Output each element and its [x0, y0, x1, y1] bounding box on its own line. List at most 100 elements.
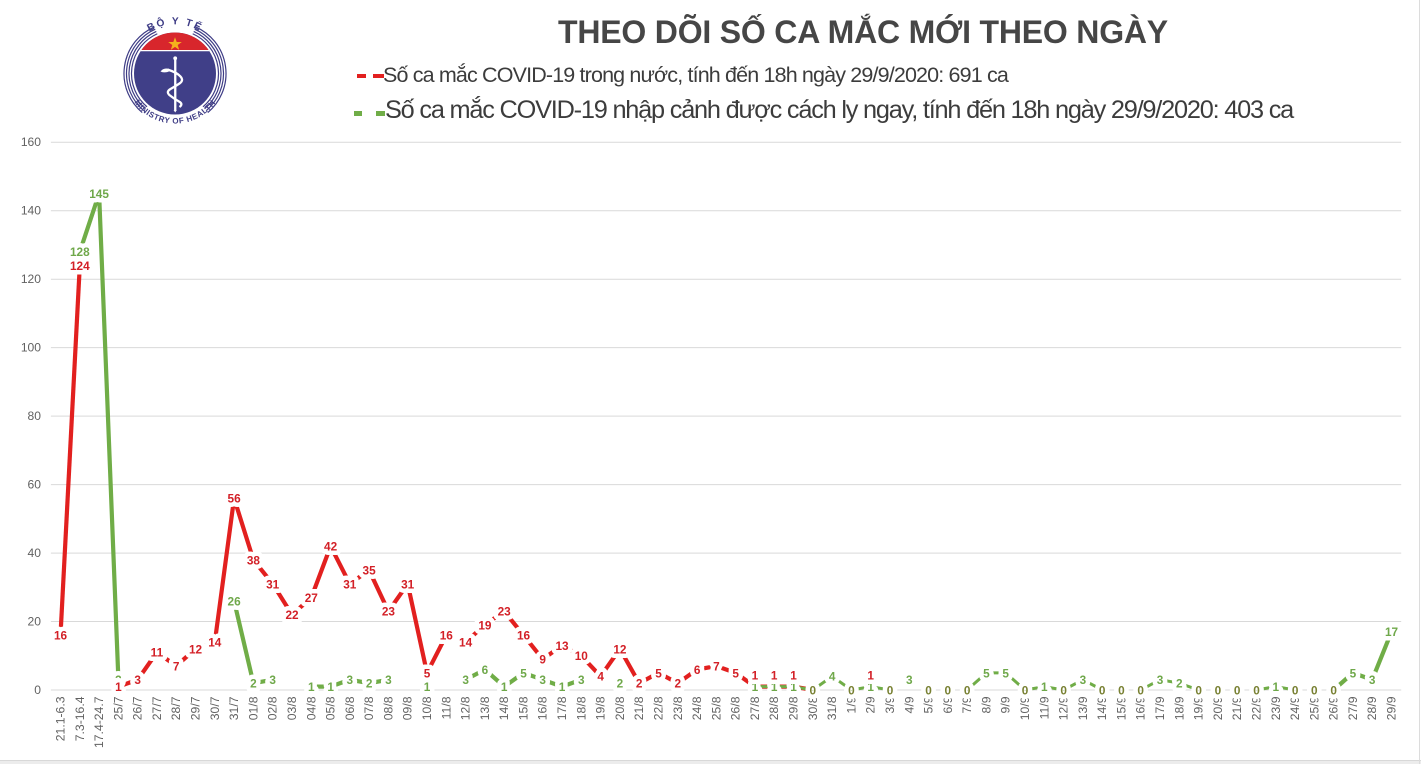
svg-text:9/9: 9/9	[999, 696, 1013, 713]
svg-text:1: 1	[752, 669, 759, 683]
svg-text:0: 0	[925, 683, 932, 697]
svg-text:3: 3	[134, 673, 141, 687]
svg-text:0: 0	[1330, 683, 1337, 697]
svg-text:12/8: 12/8	[459, 696, 473, 720]
svg-text:24/9: 24/9	[1288, 696, 1302, 720]
svg-text:0: 0	[848, 683, 855, 697]
svg-text:27/7: 27/7	[150, 696, 164, 720]
svg-text:03/8: 03/8	[285, 696, 299, 720]
svg-text:1: 1	[1273, 680, 1280, 694]
svg-text:17/9: 17/9	[1153, 696, 1167, 720]
svg-text:16/8: 16/8	[536, 696, 550, 720]
svg-text:2: 2	[1176, 677, 1183, 691]
svg-text:17: 17	[1385, 625, 1399, 639]
svg-text:06/8: 06/8	[343, 696, 357, 720]
svg-text:6/9: 6/9	[941, 696, 955, 713]
svg-text:31/7: 31/7	[227, 696, 241, 720]
svg-text:29/7: 29/7	[189, 696, 203, 720]
svg-text:21/8: 21/8	[632, 696, 646, 720]
svg-text:14: 14	[208, 636, 222, 650]
svg-text:3: 3	[462, 673, 469, 687]
svg-text:26: 26	[228, 594, 242, 608]
svg-text:24/8: 24/8	[690, 696, 704, 720]
svg-text:7: 7	[173, 659, 180, 673]
svg-text:0: 0	[1215, 683, 1222, 697]
svg-text:13: 13	[555, 639, 569, 653]
svg-text:6: 6	[694, 663, 701, 677]
svg-text:0: 0	[810, 683, 817, 697]
svg-text:23/9: 23/9	[1269, 696, 1283, 720]
svg-text:22/9: 22/9	[1250, 696, 1264, 720]
svg-text:30/7: 30/7	[208, 696, 222, 720]
svg-text:1/9: 1/9	[844, 696, 858, 713]
svg-text:2: 2	[636, 677, 643, 691]
svg-text:20/9: 20/9	[1211, 696, 1225, 720]
svg-text:4: 4	[829, 670, 836, 684]
svg-text:6: 6	[482, 663, 489, 677]
svg-text:0: 0	[1253, 683, 1260, 697]
svg-text:0: 0	[1060, 683, 1067, 697]
svg-text:16: 16	[440, 629, 454, 643]
svg-text:3: 3	[1080, 673, 1087, 687]
svg-text:5: 5	[983, 666, 990, 680]
svg-text:38: 38	[247, 553, 261, 567]
svg-text:7: 7	[713, 659, 720, 673]
svg-text:5: 5	[424, 666, 431, 680]
svg-text:1: 1	[308, 680, 315, 694]
svg-text:10: 10	[575, 649, 589, 663]
svg-text:3/9: 3/9	[883, 696, 897, 713]
svg-text:0: 0	[1234, 683, 1241, 697]
svg-text:40: 40	[28, 546, 42, 560]
svg-text:3: 3	[539, 673, 546, 687]
svg-text:27: 27	[305, 591, 319, 605]
svg-text:01/8: 01/8	[246, 696, 260, 720]
svg-text:28/8: 28/8	[767, 696, 781, 720]
svg-text:22: 22	[285, 608, 299, 622]
svg-text:2: 2	[617, 677, 624, 691]
svg-text:1: 1	[867, 669, 874, 683]
svg-text:20: 20	[28, 615, 42, 629]
svg-text:100: 100	[21, 341, 41, 355]
svg-text:12/9: 12/9	[1057, 696, 1071, 720]
svg-text:0: 0	[1311, 683, 1318, 697]
svg-text:31: 31	[266, 577, 280, 591]
svg-text:5/9: 5/9	[922, 696, 936, 713]
svg-text:04/8: 04/8	[304, 696, 318, 720]
svg-text:12: 12	[189, 642, 203, 656]
svg-text:26/8: 26/8	[729, 696, 743, 720]
svg-text:11/8: 11/8	[439, 696, 453, 719]
svg-text:2: 2	[250, 677, 257, 691]
svg-text:5: 5	[520, 666, 527, 680]
svg-text:17/8: 17/8	[555, 696, 569, 720]
svg-text:20/8: 20/8	[613, 696, 627, 720]
svg-text:23: 23	[498, 605, 512, 619]
svg-text:1: 1	[327, 680, 334, 694]
svg-text:3: 3	[906, 673, 913, 687]
svg-text:1: 1	[559, 680, 566, 694]
svg-text:25/9: 25/9	[1307, 696, 1321, 720]
svg-text:0: 0	[1118, 683, 1125, 697]
svg-text:3: 3	[1157, 673, 1164, 687]
svg-text:0: 0	[964, 683, 971, 697]
svg-text:9: 9	[539, 653, 546, 667]
svg-text:17.4-24.7: 17.4-24.7	[92, 696, 106, 748]
svg-text:1: 1	[115, 680, 122, 694]
svg-text:31: 31	[401, 577, 415, 591]
svg-text:128: 128	[70, 245, 90, 259]
svg-text:31: 31	[343, 577, 357, 591]
svg-text:10/9: 10/9	[1018, 696, 1032, 720]
svg-text:18/9: 18/9	[1172, 696, 1186, 720]
svg-text:13/9: 13/9	[1076, 696, 1090, 720]
svg-text:27/9: 27/9	[1346, 696, 1360, 720]
svg-text:19/9: 19/9	[1192, 696, 1206, 720]
svg-text:11: 11	[151, 646, 164, 660]
svg-text:23: 23	[382, 605, 396, 619]
svg-text:09/8: 09/8	[401, 696, 415, 720]
svg-text:5: 5	[655, 666, 662, 680]
svg-text:05/8: 05/8	[324, 696, 338, 720]
svg-text:4: 4	[597, 670, 604, 684]
svg-text:14/9: 14/9	[1095, 696, 1109, 720]
svg-text:21.1-6.3: 21.1-6.3	[54, 696, 68, 741]
svg-text:3: 3	[578, 673, 585, 687]
svg-text:2: 2	[675, 677, 682, 691]
